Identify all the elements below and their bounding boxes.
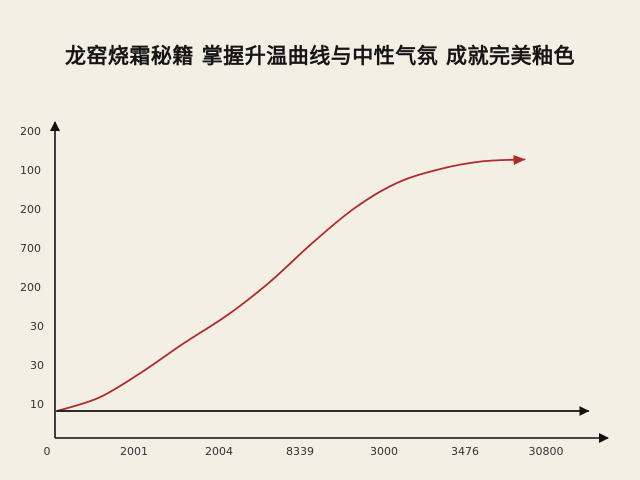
x-tick-label: 3000 <box>370 445 398 458</box>
x-tick-label: 2001 <box>120 445 148 458</box>
y-tick-label: 700 <box>20 242 41 255</box>
y-tick-label: 200 <box>20 203 41 216</box>
chart-title: 龙窑烧霜秘籍 掌握升温曲线与中性气氛 成就完美釉色 <box>64 44 576 68</box>
x-tick-label: 30800 <box>529 445 564 458</box>
y-tick-label: 100 <box>20 164 41 177</box>
origin-label: 0 <box>44 445 51 458</box>
y-tick-label: 200 <box>20 281 41 294</box>
y-tick-label: 200 <box>20 125 41 138</box>
y-tick-label: 30 <box>30 359 44 372</box>
series-line <box>56 155 526 412</box>
y-tick-label: 10 <box>30 398 44 411</box>
x-tick-label: 3476 <box>451 445 479 458</box>
x-tick-label: 8339 <box>286 445 314 458</box>
x-tick-label: 2004 <box>205 445 233 458</box>
y-tick-label: 30 <box>30 320 44 333</box>
